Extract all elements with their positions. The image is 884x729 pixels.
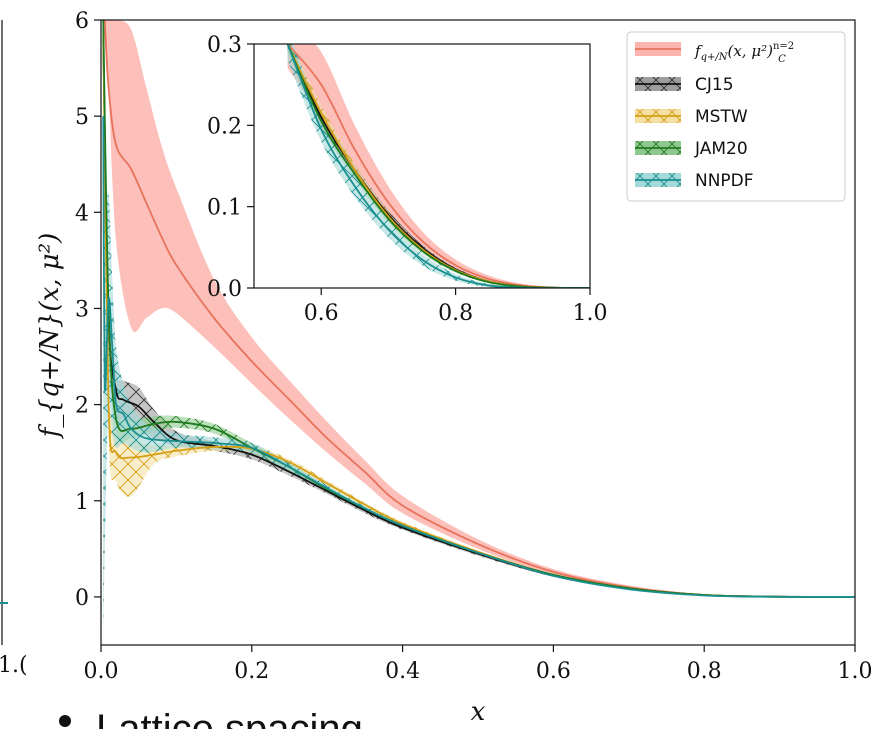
inset-y-tick-label: 0.0 — [207, 277, 242, 302]
inset-y-tick-label: 0.1 — [207, 196, 242, 221]
y-axis-label: f_{q+/N}(x, μ²) — [35, 233, 65, 439]
x-tick-label: 1.0 — [838, 659, 873, 684]
inset-axis-ticks: 0.6 0.8 1.0 0.0 0.1 0.2 0.3 — [207, 33, 608, 326]
y-tick-label: 0 — [75, 586, 89, 611]
main-plot-frame — [100, 19, 856, 646]
y-tick-label: 3 — [75, 297, 89, 322]
inset-band-fq — [287, 44, 590, 288]
legend-box — [626, 31, 846, 202]
legend-item-cj15: CJ15 — [635, 75, 734, 95]
legend-item-jam20: JAM20 — [635, 139, 748, 159]
legend-label-nnpdf: NNPDF — [695, 171, 754, 191]
y-tick-label: 2 — [75, 394, 89, 419]
main-lines — [102, 20, 855, 598]
y-tick-label: 4 — [75, 201, 89, 226]
bullet-dot — [59, 715, 71, 727]
inset-x-tick-label: 0.6 — [304, 301, 339, 326]
main-line-nnpdf — [102, 116, 855, 598]
x-tick-label: 0.6 — [536, 659, 571, 684]
legend: fq+/N(x, μ²)n=2 C CJ15 MSTW JAM20 NNPDF — [626, 31, 846, 202]
legend-item-fq: fq+/N(x, μ²)n=2 C — [635, 41, 794, 65]
legend-label-fq-args: (x, μ²) — [727, 42, 773, 60]
y-tick-label: 5 — [75, 105, 89, 130]
x-tick-label: 0.8 — [687, 659, 722, 684]
inset-y-tick-label: 0.2 — [207, 114, 242, 139]
bottom-text-fragment: Lattice spacing — [96, 707, 363, 729]
inset-x-tick-label: 1.0 — [573, 301, 608, 326]
x-tick-label: 0.2 — [234, 659, 269, 684]
y-axis-label-text: f_{q+/N}(x, μ²) — [35, 233, 65, 439]
inset-y-tick-label: 0.3 — [207, 33, 242, 58]
x-tick-label: 0.4 — [385, 659, 420, 684]
legend-label-fq-c: C — [778, 54, 786, 65]
inset-plot-frame — [253, 43, 591, 289]
main-axis-ticks: 0.0 0.2 0.4 0.6 0.8 1.0 0 1 2 3 4 5 6 — [75, 9, 873, 684]
y-tick-label: 6 — [75, 9, 89, 34]
x-axis-label: x — [471, 697, 486, 727]
legend-label-fq: fq+/N(x, μ²)n=2 C — [694, 41, 794, 65]
legend-label-fq-sup: n=2 — [773, 41, 794, 52]
legend-label-cj15: CJ15 — [695, 75, 734, 95]
x-tick-label: 0.0 — [84, 659, 119, 684]
legend-label-mstw: MSTW — [695, 107, 748, 127]
legend-label-jam20: JAM20 — [694, 139, 748, 159]
legend-item-nnpdf: NNPDF — [635, 171, 754, 191]
legend-item-mstw: MSTW — [635, 107, 748, 127]
legend-label-fq-f: f — [694, 42, 703, 60]
legend-label-fq-sub: q+/N — [701, 52, 729, 63]
left-panel-tick-fragment: 1.( — [0, 653, 28, 678]
inset-x-tick-label: 0.8 — [438, 301, 473, 326]
y-tick-label: 1 — [75, 490, 89, 515]
